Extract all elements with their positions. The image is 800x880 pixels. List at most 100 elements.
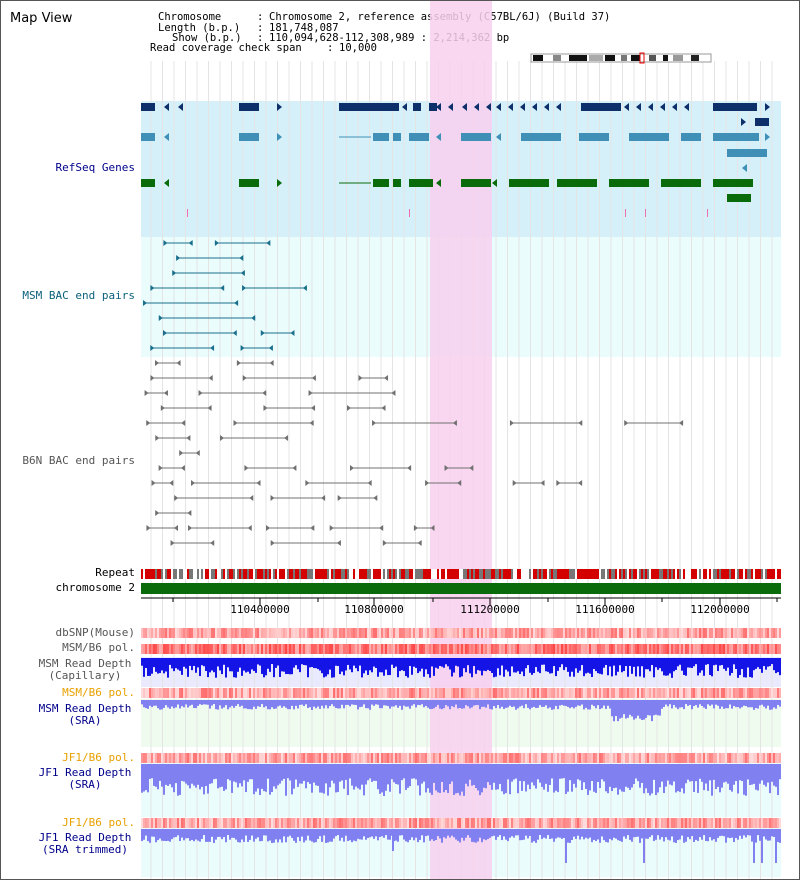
polymorphism-cell (537, 753, 539, 763)
read-depth-bar (351, 829, 353, 843)
polymorphism-cell (633, 818, 635, 828)
polymorphism-cell (759, 818, 761, 828)
polymorphism-cell (397, 688, 399, 698)
read-depth-bar (265, 700, 267, 707)
polymorphism-cell (443, 688, 445, 698)
polymorphism-cell (607, 628, 609, 638)
polymorphism-cell (375, 644, 377, 654)
polymorphism-cell (481, 818, 483, 828)
read-depth-bar (507, 829, 509, 842)
read-depth-bar (451, 764, 453, 782)
read-depth-bar (299, 658, 301, 673)
read-depth-bar (207, 829, 209, 842)
read-depth-bar (617, 764, 619, 795)
polymorphism-cell (351, 628, 353, 638)
polymorphism-cell (337, 644, 339, 654)
repeat-segment (205, 569, 207, 579)
b6n-bac-end-marker (578, 420, 583, 426)
repeat-segment (239, 569, 241, 579)
polymorphism-cell (401, 818, 403, 828)
polymorphism-cell (169, 644, 171, 654)
repeat-segment (621, 569, 623, 579)
read-depth-bar (309, 829, 311, 841)
read-depth-bar (727, 764, 729, 784)
polymorphism-cell (461, 818, 463, 828)
polymorphism-cell (495, 688, 497, 698)
repeat-segment (743, 569, 745, 579)
read-depth-bar (245, 700, 247, 709)
polymorphism-cell (777, 628, 779, 638)
read-depth-bar (429, 829, 431, 841)
polymorphism-cell (545, 818, 547, 828)
read-depth-bar (731, 829, 733, 838)
read-depth-bar (473, 700, 475, 706)
polymorphism-cell (665, 688, 667, 698)
read-depth-bar (447, 658, 449, 667)
polymorphism-cell (195, 628, 197, 638)
polymorphism-cell (377, 818, 379, 828)
polymorphism-cell (519, 753, 521, 763)
read-depth-bar (703, 829, 705, 836)
polymorphism-cell (537, 644, 539, 654)
polymorphism-cell (589, 688, 591, 698)
polymorphism-cell (347, 628, 349, 638)
polymorphism-cell (683, 644, 685, 654)
read-depth-bar (237, 658, 239, 672)
polymorphism-cell (607, 753, 609, 763)
read-depth-bar (699, 700, 701, 705)
polymorphism-cell (715, 688, 717, 698)
read-depth-bar (215, 829, 217, 840)
polymorphism-cell (475, 644, 477, 654)
read-depth-bar (235, 829, 237, 840)
polymorphism-cell (701, 688, 703, 698)
polymorphism-cell (215, 688, 217, 698)
gene-exon-block (557, 179, 597, 187)
polymorphism-cell (637, 628, 639, 638)
read-depth-bar (389, 829, 391, 840)
polymorphism-cell (389, 818, 391, 828)
read-depth-bar (509, 829, 511, 838)
read-depth-bar (195, 829, 197, 840)
polymorphism-cell (371, 688, 373, 698)
repeat-segment (577, 569, 579, 579)
read-depth-bar (529, 764, 531, 790)
read-depth-bar (229, 764, 231, 781)
repeat-segment (613, 569, 615, 579)
polymorphism-cell (257, 818, 259, 828)
polymorphism-cell (381, 818, 383, 828)
polymorphism-cell (673, 628, 675, 638)
polymorphism-cell (745, 628, 747, 638)
repeat-segment (513, 569, 515, 579)
read-depth-bar (777, 700, 779, 705)
read-depth-bar (435, 764, 437, 791)
polymorphism-cell (213, 628, 215, 638)
polymorphism-cell (233, 628, 235, 638)
polymorphism-cell (297, 628, 299, 638)
read-depth-bar (147, 658, 149, 676)
repeat-segment (299, 569, 301, 579)
polymorphism-cell (269, 818, 271, 828)
read-depth-bar (501, 764, 503, 792)
polymorphism-cell (253, 628, 255, 638)
repeat-segment (165, 569, 167, 579)
read-depth-bar (471, 829, 473, 842)
polymorphism-cell (219, 628, 221, 638)
repeat-segment (225, 569, 227, 579)
read-depth-bar (753, 700, 755, 710)
polymorphism-cell (563, 628, 565, 638)
repeat-segment (665, 569, 667, 579)
read-depth-bar (145, 700, 147, 709)
read-depth-bar (279, 764, 281, 784)
polymorphism-cell (269, 628, 271, 638)
read-depth-bar (609, 658, 611, 667)
polymorphism-cell (311, 688, 313, 698)
polymorphism-cell (257, 628, 259, 638)
read-depth-bar (693, 764, 695, 793)
read-depth-bar (323, 700, 325, 709)
read-depth-bar (301, 658, 303, 665)
polymorphism-cell (595, 688, 597, 698)
read-depth-bar (365, 658, 367, 671)
polymorphism-cell (589, 818, 591, 828)
read-depth-bar (629, 658, 631, 666)
